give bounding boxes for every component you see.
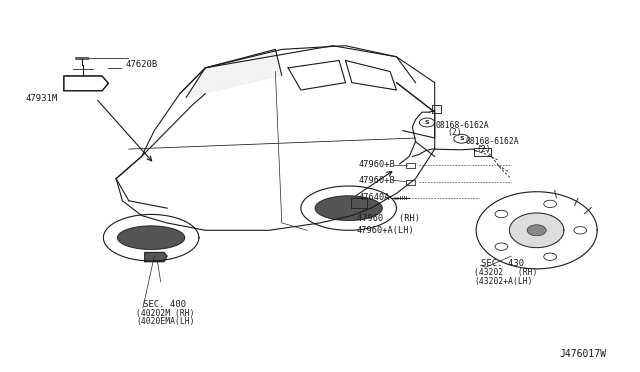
Circle shape bbox=[454, 134, 469, 143]
Polygon shape bbox=[509, 213, 564, 248]
Polygon shape bbox=[145, 253, 167, 262]
Text: 08168-6162A: 08168-6162A bbox=[465, 137, 519, 146]
Text: SEC. 400: SEC. 400 bbox=[143, 300, 186, 310]
Text: 47931M: 47931M bbox=[26, 94, 58, 103]
Circle shape bbox=[544, 200, 557, 208]
Circle shape bbox=[495, 243, 508, 250]
Text: 47620B: 47620B bbox=[125, 60, 158, 70]
FancyBboxPatch shape bbox=[432, 105, 441, 113]
Text: (4020EMA(LH): (4020EMA(LH) bbox=[136, 317, 195, 326]
Text: S: S bbox=[425, 120, 429, 125]
Text: 47960+A(LH): 47960+A(LH) bbox=[357, 226, 415, 235]
Circle shape bbox=[574, 227, 587, 234]
Text: (2): (2) bbox=[447, 128, 462, 137]
Polygon shape bbox=[118, 226, 184, 249]
Text: (40202M (RH): (40202M (RH) bbox=[136, 309, 195, 318]
Circle shape bbox=[544, 253, 557, 260]
Text: (43202   (RH): (43202 (RH) bbox=[474, 268, 538, 277]
Text: (43202+A(LH): (43202+A(LH) bbox=[474, 277, 532, 286]
Text: (2): (2) bbox=[477, 145, 492, 154]
Text: J476017W: J476017W bbox=[559, 349, 606, 359]
Circle shape bbox=[527, 225, 546, 236]
Text: S: S bbox=[459, 136, 464, 141]
Circle shape bbox=[495, 210, 508, 218]
Polygon shape bbox=[64, 76, 108, 91]
Text: 47960   (RH): 47960 (RH) bbox=[357, 214, 420, 223]
Circle shape bbox=[419, 118, 435, 127]
Text: 47640A: 47640A bbox=[358, 193, 390, 202]
Polygon shape bbox=[316, 196, 382, 220]
Polygon shape bbox=[351, 198, 367, 208]
Text: 47960+B: 47960+B bbox=[358, 176, 395, 185]
FancyBboxPatch shape bbox=[406, 180, 415, 185]
Polygon shape bbox=[186, 49, 282, 97]
Text: 08168-6162A: 08168-6162A bbox=[436, 121, 490, 129]
FancyBboxPatch shape bbox=[474, 148, 491, 156]
Text: 47960+B: 47960+B bbox=[358, 160, 395, 169]
FancyBboxPatch shape bbox=[406, 163, 415, 168]
Text: SEC. 430: SEC. 430 bbox=[481, 259, 524, 268]
